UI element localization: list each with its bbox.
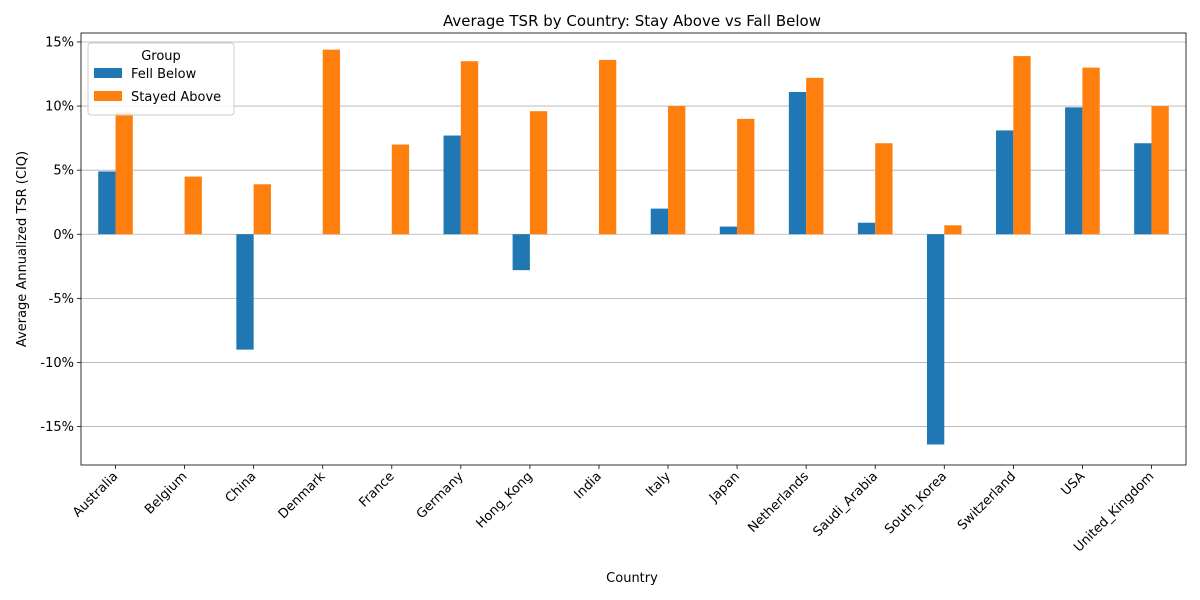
- bar-stayed-above-south_korea: [944, 225, 962, 235]
- x-tick-label: Japan: [706, 469, 743, 506]
- x-tick-label: Netherlands: [745, 469, 812, 536]
- bar-fell-below-germany: [443, 135, 461, 235]
- y-tick-label: 10%: [45, 100, 74, 115]
- x-tick-label: Hong_Kong: [473, 469, 535, 531]
- y-tick-label: 15%: [45, 35, 74, 50]
- x-tick-label: Italy: [643, 469, 674, 500]
- bar-fell-below-hong_kong: [512, 234, 530, 271]
- x-tick-label: Saudi_Arabia: [810, 469, 881, 540]
- bar-fell-below-italy: [650, 208, 669, 235]
- bar-fell-below-united_kingdom: [1134, 143, 1152, 235]
- legend: Group Fell Below Stayed Above: [87, 42, 235, 116]
- bar-fell-below-usa: [1065, 107, 1083, 235]
- bar-stayed-above-saudi_arabia: [875, 143, 893, 235]
- bar-stayed-above-usa: [1082, 67, 1100, 235]
- bar-fell-below-saudi_arabia: [857, 222, 876, 235]
- bar-stayed-above-italy: [668, 106, 686, 235]
- plot-frame: [80, 32, 1187, 466]
- bar-stayed-above-germany: [460, 61, 479, 235]
- x-tick-label: Belgium: [142, 469, 190, 517]
- legend-box: [87, 42, 235, 116]
- bar-stayed-above-china: [253, 184, 271, 235]
- bar-stayed-above-australia: [115, 112, 133, 235]
- x-tick-label: China: [223, 469, 260, 506]
- legend-swatch-stayed-above: [94, 91, 122, 101]
- x-tick-label: Denmark: [276, 469, 329, 522]
- bar-fell-below-netherlands: [788, 91, 807, 235]
- x-tick-label: Germany: [414, 469, 467, 522]
- bar-stayed-above-belgium: [184, 176, 202, 235]
- bar-fell-below-switzerland: [996, 130, 1014, 235]
- chart-title: Average TSR by Country: Stay Above vs Fa…: [443, 12, 821, 30]
- x-axis-label: Country: [606, 571, 658, 586]
- bar-stayed-above-india: [598, 59, 617, 235]
- x-tick-label: Australia: [70, 469, 121, 520]
- x-tick-label: Switzerland: [955, 469, 1019, 533]
- x-tick-label: South_Korea: [882, 469, 950, 537]
- x-tick-label: France: [356, 469, 397, 510]
- bar-stayed-above-denmark: [322, 49, 341, 235]
- bar-stayed-above-switzerland: [1013, 56, 1031, 235]
- y-tick-label: -15%: [40, 420, 74, 435]
- y-axis-ticks: -15% -10% -5% 0% 5% 10% 15%: [40, 35, 81, 435]
- bars-group: [98, 49, 1169, 445]
- legend-label-fell-below: Fell Below: [131, 67, 197, 82]
- axes: [80, 32, 1187, 466]
- bar-fell-below-japan: [719, 226, 738, 235]
- bar-fell-below-china: [236, 234, 254, 350]
- bar-stayed-above-united_kingdom: [1151, 106, 1169, 235]
- x-axis-ticks: Australia Belgium China Denmark France German…: [70, 465, 1157, 555]
- bar-fell-below-south_korea: [926, 234, 945, 445]
- y-tick-label: -10%: [40, 356, 74, 371]
- bar-fell-below-australia: [98, 171, 116, 235]
- x-tick-label: USA: [1059, 469, 1089, 499]
- y-tick-label: 0%: [53, 228, 74, 243]
- y-tick-label: -5%: [49, 292, 74, 307]
- bar-stayed-above-japan: [737, 118, 755, 235]
- y-tick-label: 5%: [53, 164, 74, 179]
- legend-label-stayed-above: Stayed Above: [131, 90, 221, 105]
- x-tick-label: India: [572, 469, 605, 502]
- bar-stayed-above-netherlands: [806, 77, 824, 235]
- y-axis-label: Average Annualized TSR (CIQ): [15, 151, 30, 347]
- legend-title: Group: [141, 49, 181, 64]
- legend-swatch-fell-below: [94, 68, 122, 78]
- bar-stayed-above-france: [391, 144, 410, 235]
- bar-stayed-above-hong_kong: [529, 111, 548, 235]
